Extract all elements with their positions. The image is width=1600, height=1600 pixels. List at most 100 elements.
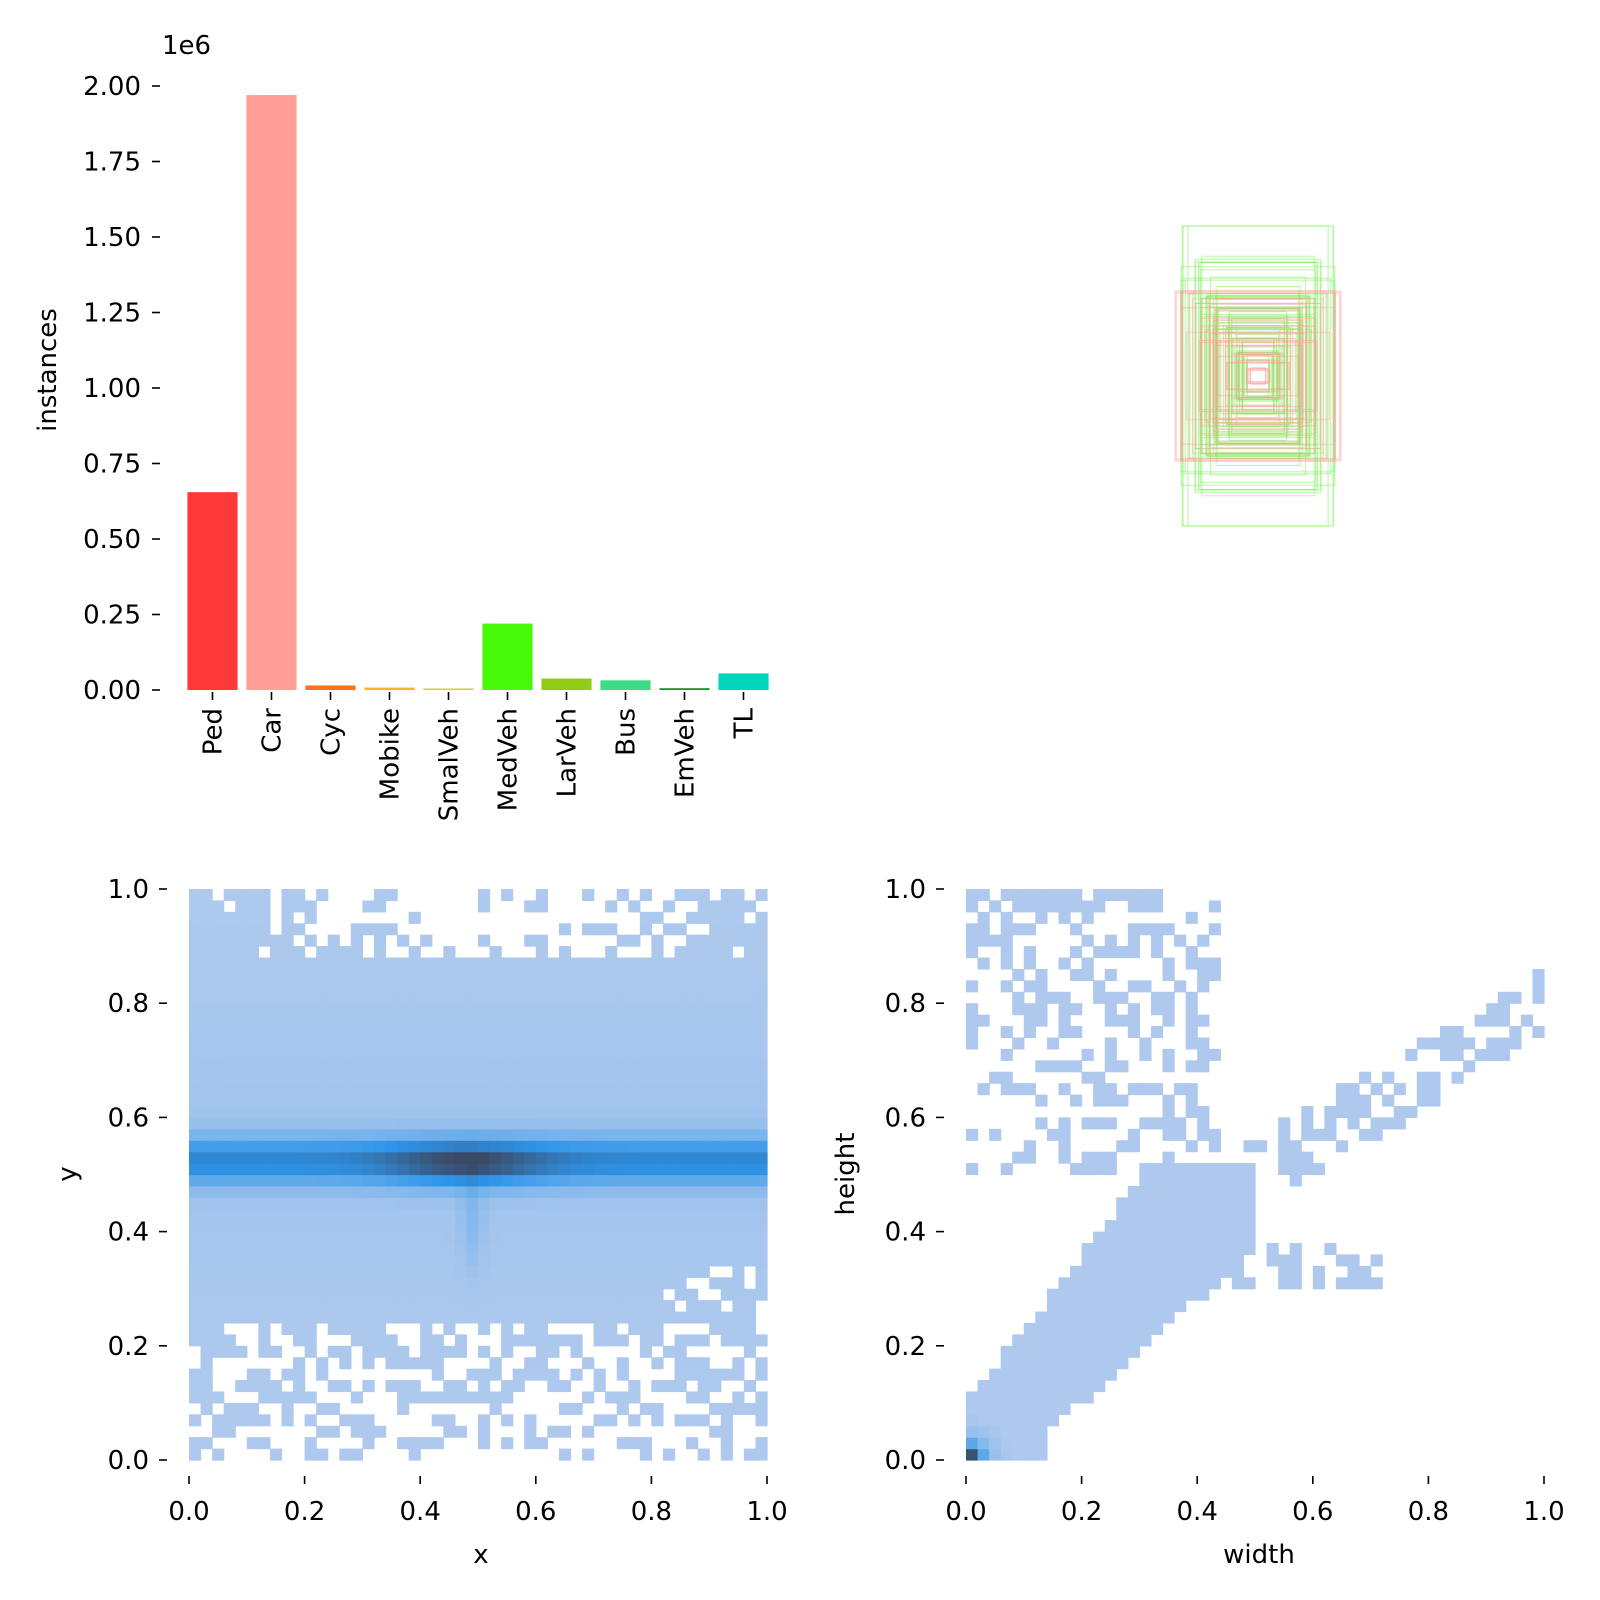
xy-heatmap-cell [339,1037,352,1050]
xy-heatmap-cell [408,1117,421,1130]
wh-heatmap-cell [1497,1048,1510,1061]
xy-heatmap-cell [200,1322,213,1335]
wh-heatmap-cell [1347,1094,1360,1107]
xy-heatmap-cell [639,1300,652,1313]
wh-heatmap-cell [1104,1094,1117,1107]
xy-heatmap-cell [755,991,768,1004]
xy-heatmap-cell [200,1277,213,1290]
xy-heatmap-cell [431,1300,444,1313]
xy-heatmap-cell [535,1140,548,1153]
xy-heatmap-cell [466,1208,479,1221]
xy-heatmap-cell [200,1208,213,1221]
label-box [1201,297,1315,455]
xy-heatmap-cell [316,1140,329,1153]
xy-heatmap-cell [732,1208,745,1221]
wh-heatmap-cell [1162,1094,1175,1107]
xy-heatmap-cell [327,1208,340,1221]
xy-heatmap-cell [755,1140,768,1153]
wh-heatmap-cell [1162,1003,1175,1016]
xy-heatmap-cell [189,1037,202,1050]
wh-heatmap-cell [1058,1128,1071,1141]
xy-heatmap-cell [373,1185,387,1198]
xy-heatmap-cell [466,1231,479,1244]
xy-heatmap-cell [628,1083,641,1096]
wh-heatmap-cell [1070,1265,1083,1278]
xy-heatmap-cell [408,957,421,970]
wh-heatmap-cell [1497,991,1510,1004]
wh-heatmap-cell [1174,1300,1187,1313]
wh-heatmap-cell [1046,1380,1060,1393]
xy-heatmap-cell [524,1026,537,1039]
xy-heatmap-cell [304,1014,317,1027]
xy-heatmap-cell [535,957,548,970]
xy-heatmap-cell [755,1357,768,1370]
xy-heatmap-cell [489,1151,502,1164]
xy-heatmap-cell [535,1151,548,1164]
xy-heatmap-cell [200,1334,213,1347]
wh-heatmap-cell [1023,957,1036,970]
wh-heatmap-cell [1104,1345,1117,1358]
wh-heatmap-cell [1150,1003,1164,1016]
xy-heatmap-cell [327,1380,340,1393]
xy-heatmap-cell [674,1208,687,1221]
wh-heatmap-cell [1185,1254,1198,1267]
xy-heatmap-cell [373,1265,387,1278]
xy-heatmap-cell [235,1345,248,1358]
xy-heatmap-cell [269,957,283,970]
xy-heatmap-cell [662,1083,676,1096]
xy-heatmap-cell [223,1243,236,1256]
xy-heatmap-cell [674,1311,687,1324]
xy-heatmap-cell [339,957,352,970]
xy-heatmap-cell [489,1277,502,1290]
xy-heatmap-cell [686,1311,699,1324]
xy-heatmap-cell [339,1060,352,1073]
wh-heatmap-cell [1197,1105,1210,1118]
wh-heatmap-cell [1058,1368,1071,1381]
xy-heatmap-cell [212,1277,225,1290]
wh-heatmap-cell [1046,900,1060,913]
xy-heatmap-cell [524,1037,537,1050]
wh-y-tick-label: 0.4 [885,1218,926,1248]
xy-heatmap-cell [743,1071,757,1084]
wh-heatmap-cell [1023,1380,1036,1393]
xy-heatmap-cell [408,980,421,993]
xy-heatmap-cell [235,911,248,924]
xy-heatmap-cell [501,1037,514,1050]
xy-heatmap-cell [489,1174,502,1187]
xy-heatmap-cell [223,1060,236,1073]
xy-heatmap-cell [454,968,468,981]
xy-heatmap-cell [570,1037,583,1050]
xy-heatmap-cell [200,1437,213,1450]
wh-heatmap-cell [1058,1026,1071,1039]
xy-heatmap-cell [697,946,710,959]
xy-heatmap-cell [582,1026,595,1039]
xy-heatmap-cell [547,1014,560,1027]
xy-heatmap-cell [327,1105,340,1118]
xy-heatmap-cell [720,1117,733,1130]
xy-heatmap-cell [535,1094,548,1107]
wh-heatmap-cell [1012,889,1025,902]
xy-heatmap-cell [293,1105,306,1118]
wh-heatmap-cell [1185,1197,1198,1210]
xy-heatmap-cell [639,1345,652,1358]
wh-heatmap-cell [1000,923,1013,936]
xy-heatmap-cell [478,1345,491,1358]
xy-heatmap-cell [709,1105,722,1118]
wh-heatmap-cell [1104,1265,1117,1278]
xy-heatmap-cell [350,1185,363,1198]
xy-heatmap-cell [362,1048,375,1061]
xy-heatmap-cell [524,1265,537,1278]
xy-heatmap-cell [466,1300,479,1313]
xy-heatmap-cell [570,991,583,1004]
xy-heatmap-cell [246,1026,259,1039]
wh-heatmap-cell [1104,1220,1117,1233]
wh-heatmap-cell [1116,1322,1129,1335]
xy-heatmap-cell [686,1026,699,1039]
xy-heatmap-cell [639,1105,652,1118]
xy-heatmap-cell [281,1060,294,1073]
xy-heatmap-cell [616,1391,629,1404]
xy-heatmap-cell [281,1014,294,1027]
wh-heatmap-cell [1127,1345,1140,1358]
xy-heatmap-cell [443,1425,456,1438]
